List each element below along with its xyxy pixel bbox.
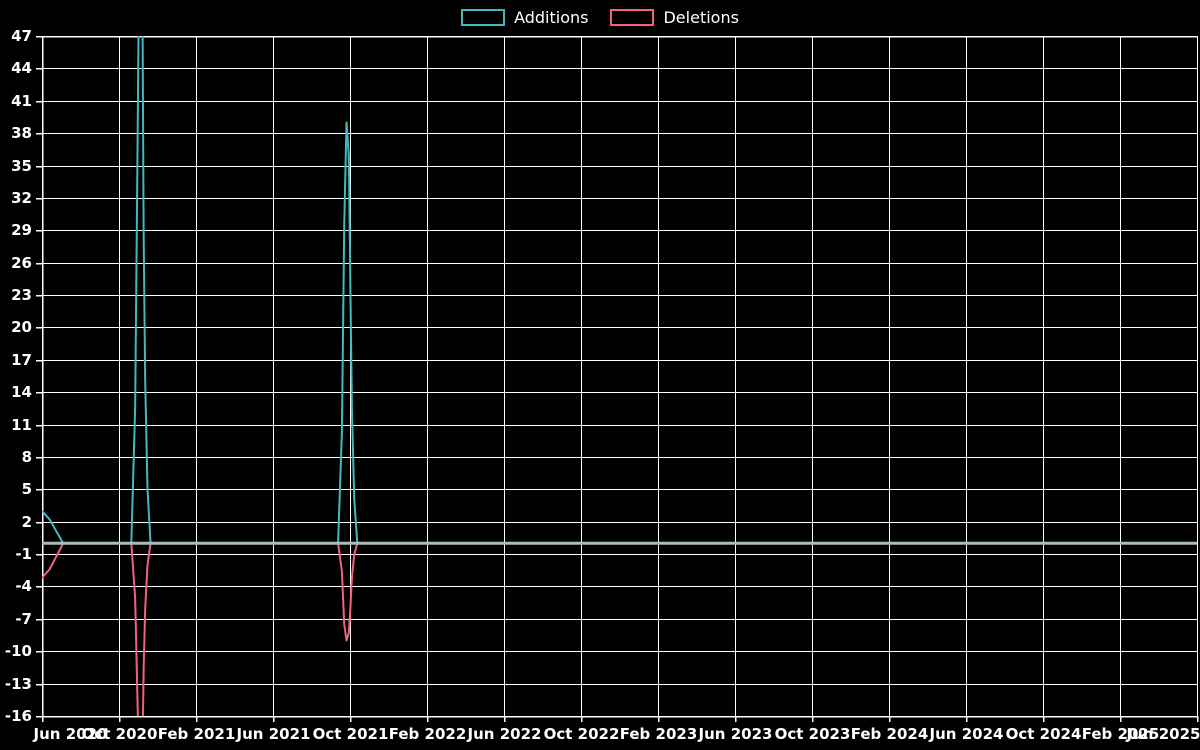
ytick-label: 41	[11, 92, 32, 110]
xtick-label: Oct 2024	[1006, 725, 1082, 743]
xtick-label: Feb 2021	[158, 725, 236, 743]
ytick-label: 47	[11, 27, 32, 45]
ytick-label: -4	[15, 577, 32, 595]
xtick-label: Jun 2020	[33, 725, 108, 743]
xtick-label: Oct 2022	[544, 725, 620, 743]
ytick-label: 14	[11, 383, 32, 401]
ytick-label: -10	[5, 642, 32, 660]
legend-item-deletions[interactable]: Deletions	[610, 7, 739, 27]
ytick-label: 23	[11, 286, 32, 304]
ytick-label: -1	[15, 545, 32, 563]
xtick-label: Jun 2024	[929, 725, 1004, 743]
legend-label-additions: Additions	[514, 7, 589, 27]
xtick-label: Jun 2025	[1126, 725, 1200, 743]
ytick-label: 2	[22, 513, 32, 531]
chart-legend: Additions Deletions	[0, 0, 1200, 35]
ytick-label: 35	[11, 157, 32, 175]
ytick-label-group: 47 44 41 38 35 32 29 26 23 20 17 14 11 8 5 2 -1 -4 -7 -10 -1…	[5, 27, 32, 725]
ytick-label: 29	[11, 221, 32, 239]
xtick-label: Oct 2021	[313, 725, 389, 743]
ytick-label: -7	[15, 610, 32, 628]
series-line-additions	[42, 36, 1197, 545]
xtick-label: Feb 2022	[389, 725, 467, 743]
xtick-label: Feb 2025	[1082, 725, 1160, 743]
legend-item-additions[interactable]: Additions	[461, 9, 588, 26]
xtick-label: Feb 2023	[620, 725, 698, 743]
xtick-label: Jun 2021	[236, 725, 311, 743]
ytick-label: 17	[11, 351, 32, 369]
axis-group	[41, 35, 1197, 718]
grid-group	[42, 36, 1198, 717]
ytick-label: 26	[11, 254, 32, 272]
ytick-label: 20	[11, 318, 32, 336]
ytick-label: 32	[11, 189, 32, 207]
ytick-label: -13	[5, 675, 32, 693]
series-group	[42, 36, 1197, 716]
ytick-label: -16	[5, 707, 32, 725]
ytick-label: 38	[11, 124, 32, 142]
legend-swatch-deletions	[610, 9, 655, 26]
ytick-label: 11	[11, 416, 32, 434]
legend-label-deletions: Deletions	[663, 7, 739, 27]
ytick-label: 44	[11, 59, 32, 77]
xtick-label: Oct 2023	[775, 725, 851, 743]
ytick-label: 5	[22, 480, 32, 498]
xtick-label: Feb 2024	[851, 725, 929, 743]
xtick-label: Oct 2020	[82, 725, 158, 743]
legend-swatch-additions	[461, 9, 506, 26]
xtick-label: Jun 2022	[467, 725, 542, 743]
ytick-label: 8	[22, 448, 32, 466]
series-line-deletions	[42, 542, 1197, 716]
xtick-label: Jun 2023	[698, 725, 773, 743]
